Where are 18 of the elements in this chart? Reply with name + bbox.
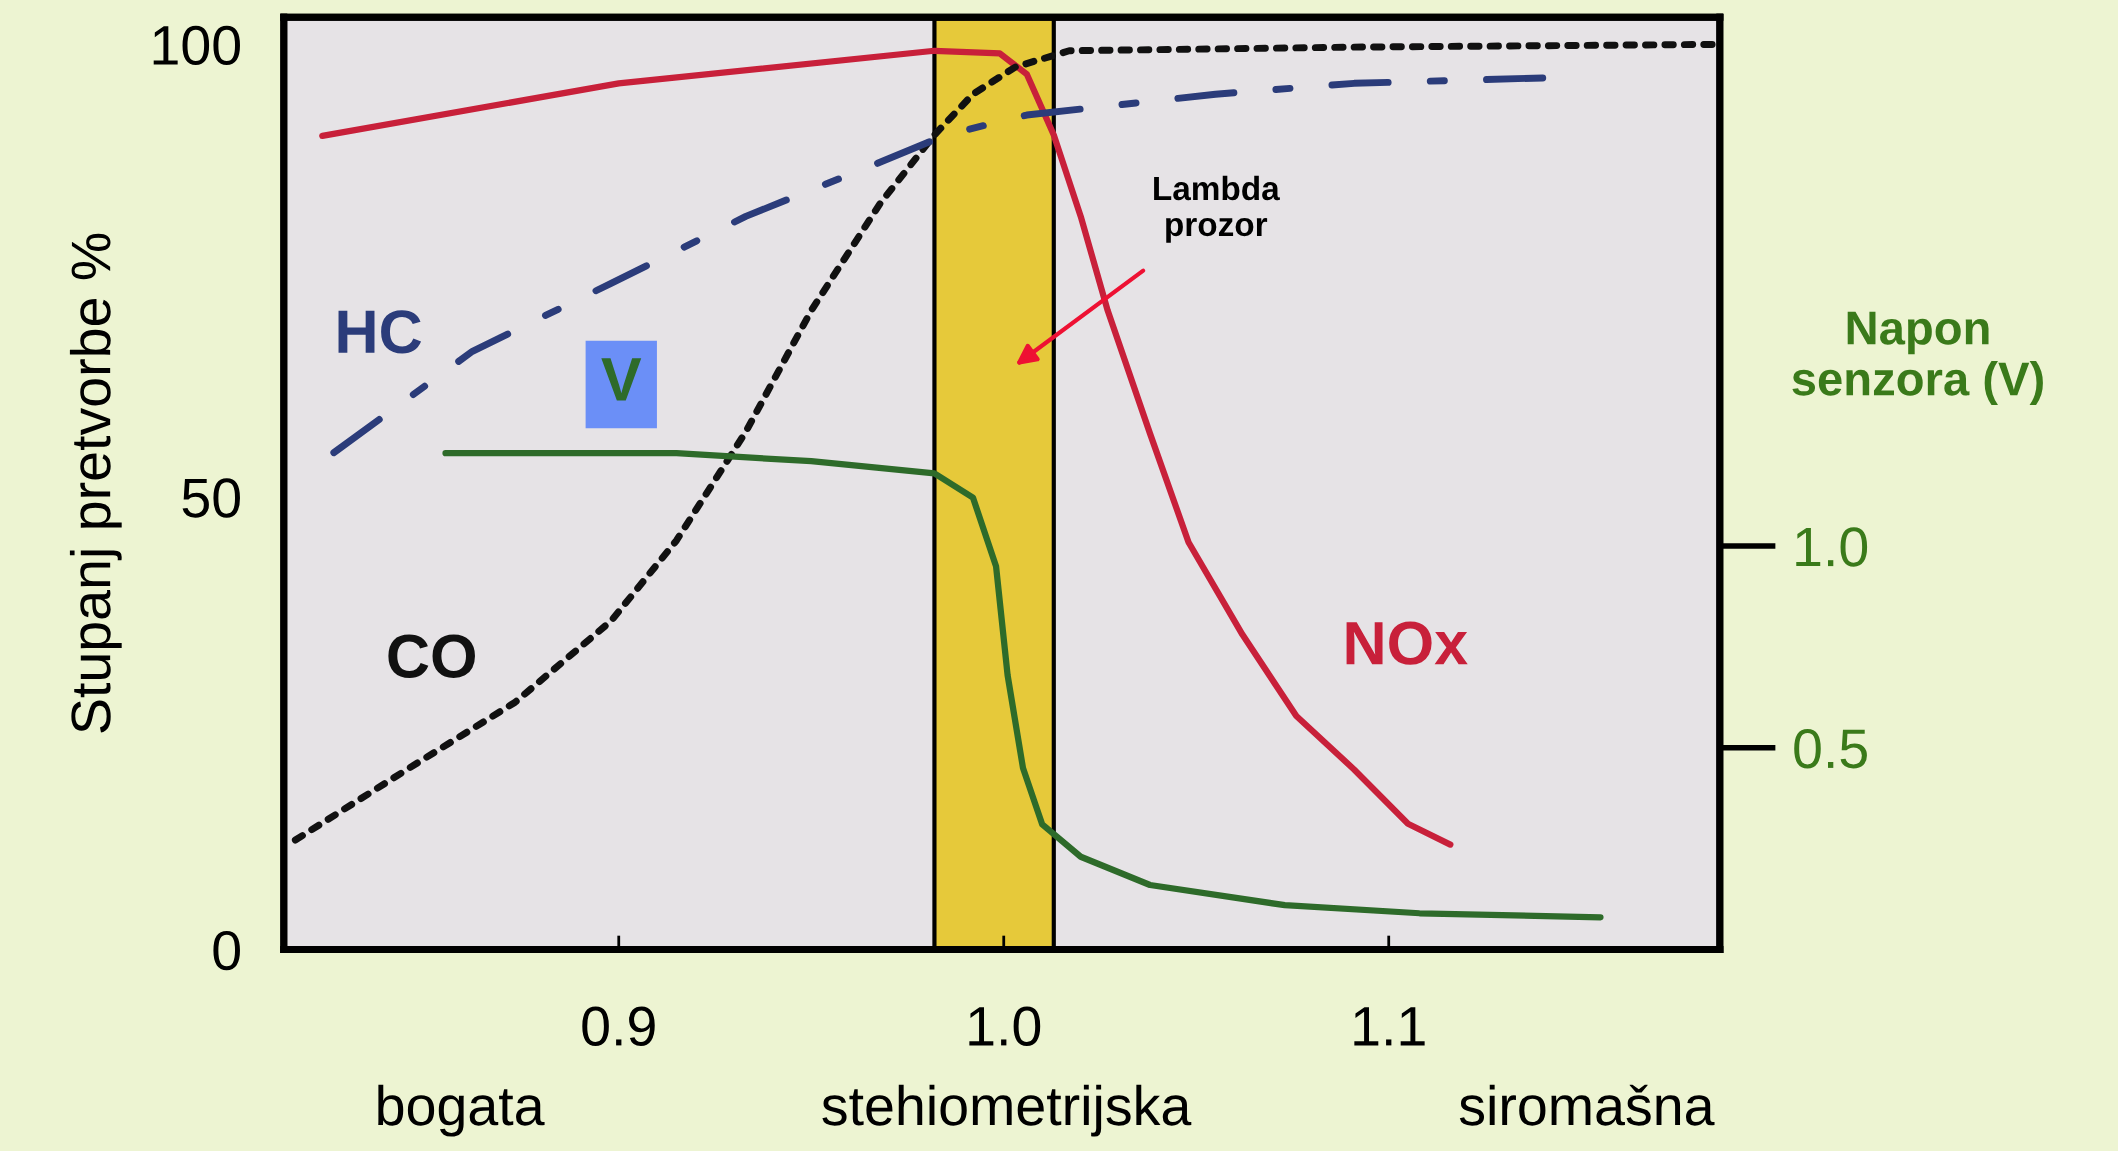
- x-tick-label: 0.9: [582, 1006, 655, 1046]
- x-tick-label: 1.0: [969, 1006, 1041, 1046]
- y2-tick-label: 0.5: [1794, 729, 1867, 769]
- series-label: NOx: [1346, 621, 1468, 665]
- text: bogata: [378, 1084, 545, 1137]
- y-tick-label: 100: [153, 25, 240, 66]
- y-tick-label: 0: [213, 930, 240, 971]
- y2-tick-label: 1.0: [1796, 527, 1868, 567]
- series-label: HC: [338, 310, 422, 354]
- series-label: CO: [388, 634, 475, 678]
- annotation: Lambda prozor: [1154, 175, 1280, 243]
- text: stehiometrijska: [822, 1084, 1192, 1137]
- y-tick-label: 50: [182, 478, 240, 518]
- y-axis-title: Stupanj pretvorbe %: [69, 233, 122, 733]
- series-label: V: [601, 358, 642, 401]
- y2-axis-title: Napon senzora (V): [1792, 311, 2043, 405]
- text: siromašna: [1459, 1084, 1715, 1126]
- x-tick-label: 1.1: [1354, 1007, 1425, 1046]
